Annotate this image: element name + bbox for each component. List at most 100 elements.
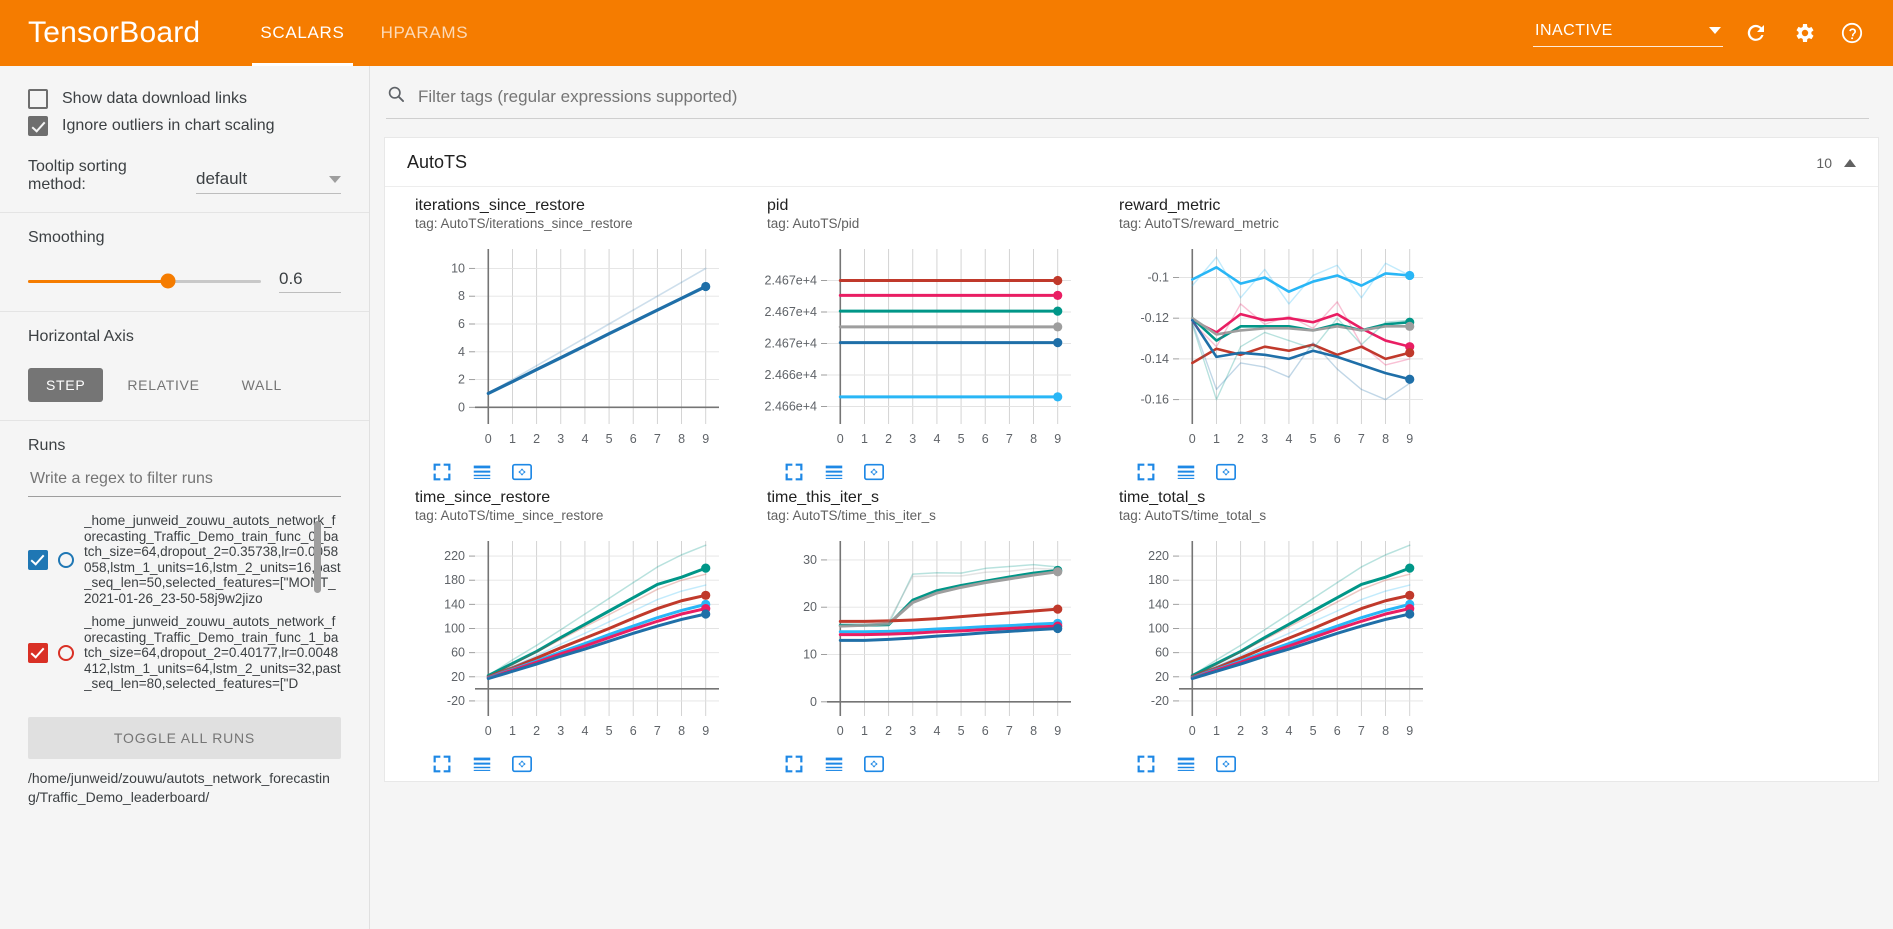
svg-text:-0.16: -0.16 (1141, 393, 1170, 407)
axis-option-wall[interactable]: WALL (241, 377, 283, 393)
reset-domain-icon[interactable] (1215, 753, 1237, 775)
runs-label: Runs (28, 437, 66, 454)
run-checkbox[interactable] (28, 642, 48, 663)
plot-area[interactable]: -0.1 -0.12 -0.14 -0.16 0 1 2 3 4 5 6 7 8 9 (1107, 239, 1437, 454)
reset-domain-icon[interactable] (511, 753, 533, 775)
list-item[interactable]: _home_junweid_zouwu_autots_network_forec… (28, 513, 341, 606)
show-download-links-row[interactable]: Show data download links (28, 89, 341, 109)
svg-text:8: 8 (458, 289, 465, 303)
svg-text:10: 10 (451, 261, 465, 275)
chart-title: pid (767, 197, 789, 214)
svg-text:-0.1: -0.1 (1147, 270, 1169, 284)
smoothing-value-input[interactable]: 0.6 (279, 269, 341, 293)
plot-wrapper: -20 20 60 100 140 180 220 0 1 2 3 4 5 6 7 8 9 (403, 531, 755, 751)
plot-area[interactable]: 2.467e+4 2.467e+4 2.467e+4 2.466e+4 2.466e+4… (755, 239, 1085, 454)
svg-text:9: 9 (702, 432, 709, 446)
svg-text:20: 20 (803, 600, 817, 614)
expand-icon[interactable] (431, 461, 453, 483)
tab-scalars[interactable]: SCALARS (242, 0, 362, 66)
chevron-up-icon[interactable] (1844, 158, 1856, 167)
smoothing-label: Smoothing (28, 229, 105, 246)
run-checkbox[interactable] (28, 549, 48, 570)
axis-option-step[interactable]: STEP (28, 368, 104, 402)
svg-text:4: 4 (458, 345, 465, 359)
toggle-all-runs-button[interactable]: TOGGLE ALL RUNS (28, 717, 341, 759)
run-list: _home_junweid_zouwu_autots_network_forec… (28, 513, 341, 713)
svg-text:2: 2 (885, 432, 892, 446)
expand-icon[interactable] (1135, 753, 1157, 775)
chart-grid: iterations_since_restore tag: AutoTS/iter… (385, 187, 1878, 781)
svg-text:1: 1 (861, 432, 868, 446)
svg-text:7: 7 (654, 432, 661, 446)
svg-text:0: 0 (458, 400, 465, 414)
log-scale-icon[interactable] (1175, 461, 1197, 483)
refresh-icon[interactable] (1741, 18, 1771, 48)
svg-text:180: 180 (1148, 573, 1169, 587)
svg-text:1: 1 (1213, 724, 1220, 738)
reset-domain-icon[interactable] (863, 753, 885, 775)
tag-filter-input[interactable] (416, 85, 1869, 108)
tooltip-sorting-label: Tooltip sorting method: (28, 158, 127, 193)
ignore-outliers-checkbox[interactable] (28, 116, 48, 136)
svg-text:7: 7 (1006, 432, 1013, 446)
chevron-down-icon (1709, 27, 1721, 34)
svg-text:20: 20 (451, 670, 465, 684)
chart-controls (1107, 753, 1459, 775)
svg-text:8: 8 (678, 724, 685, 738)
run-status-select[interactable]: INACTIVE (1533, 20, 1723, 47)
svg-text:2.467e+4: 2.467e+4 (765, 337, 818, 351)
chevron-down-icon (329, 175, 341, 183)
svg-text:4: 4 (933, 432, 940, 446)
svg-text:2: 2 (1237, 432, 1244, 446)
reset-domain-icon[interactable] (863, 461, 885, 483)
svg-text:140: 140 (444, 597, 465, 611)
app-bar: TensorBoard SCALARS HPARAMS INACTIVE (0, 0, 1893, 66)
log-scale-icon[interactable] (823, 753, 845, 775)
plot-area[interactable]: 0 2 4 6 8 10 0 1 2 3 4 5 6 7 8 9 (403, 239, 733, 454)
runs-filter-input[interactable] (28, 469, 341, 497)
plot-area[interactable]: 0 10 20 30 0 1 2 3 4 5 6 7 8 9 (755, 531, 1085, 746)
svg-text:8: 8 (1030, 432, 1037, 446)
chart-tag: tag: AutoTS/time_total_s (1119, 508, 1267, 523)
log-scale-icon[interactable] (471, 461, 493, 483)
reset-domain-icon[interactable] (511, 461, 533, 483)
axis-option-relative[interactable]: RELATIVE (127, 377, 200, 393)
svg-text:2.467e+4: 2.467e+4 (765, 305, 818, 319)
run-color-swatch[interactable] (58, 551, 74, 568)
svg-text:-20: -20 (1151, 694, 1169, 708)
svg-text:7: 7 (1006, 724, 1013, 738)
help-icon[interactable] (1837, 18, 1867, 48)
log-scale-icon[interactable] (471, 753, 493, 775)
plot-wrapper: -20 20 60 100 140 180 220 0 1 2 3 4 5 6 7 8 9 (1107, 531, 1459, 751)
expand-icon[interactable] (783, 753, 805, 775)
run-color-swatch[interactable] (58, 644, 74, 661)
tooltip-sorting-select[interactable]: default (196, 169, 341, 194)
card-header[interactable]: AutoTS 10 (385, 138, 1878, 187)
app-bar-actions: INACTIVE (1533, 18, 1893, 48)
reset-domain-icon[interactable] (1215, 461, 1237, 483)
expand-icon[interactable] (783, 461, 805, 483)
svg-text:8: 8 (678, 432, 685, 446)
ignore-outliers-row[interactable]: Ignore outliers in chart scaling (28, 116, 341, 136)
run-list-scrollbar[interactable] (314, 521, 321, 593)
chart-cell: reward_metric tag: AutoTS/reward_metric -0… (1107, 197, 1459, 489)
svg-text:5: 5 (958, 432, 965, 446)
svg-text:100: 100 (1148, 622, 1169, 636)
svg-text:2: 2 (533, 724, 540, 738)
tooltip-sorting-value: default (196, 169, 248, 188)
svg-text:60: 60 (451, 646, 465, 660)
list-item[interactable]: _home_junweid_zouwu_autots_network_forec… (28, 614, 341, 692)
tab-hparams[interactable]: HPARAMS (380, 23, 469, 42)
log-scale-icon[interactable] (823, 461, 845, 483)
plot-area[interactable]: -20 20 60 100 140 180 220 0 1 2 3 4 5 6 7 8 9 (403, 531, 733, 746)
plot-area[interactable]: -20 20 60 100 140 180 220 0 1 2 3 4 5 6 7 8 9 (1107, 531, 1437, 746)
log-scale-icon[interactable] (1175, 753, 1197, 775)
show-download-links-checkbox[interactable] (28, 89, 48, 109)
expand-icon[interactable] (431, 753, 453, 775)
smoothing-slider-thumb[interactable] (160, 273, 176, 289)
expand-icon[interactable] (1135, 461, 1157, 483)
gear-icon[interactable] (1789, 18, 1819, 48)
smoothing-slider[interactable] (28, 273, 261, 289)
chart-tag: tag: AutoTS/time_since_restore (415, 508, 604, 523)
svg-text:4: 4 (581, 432, 588, 446)
